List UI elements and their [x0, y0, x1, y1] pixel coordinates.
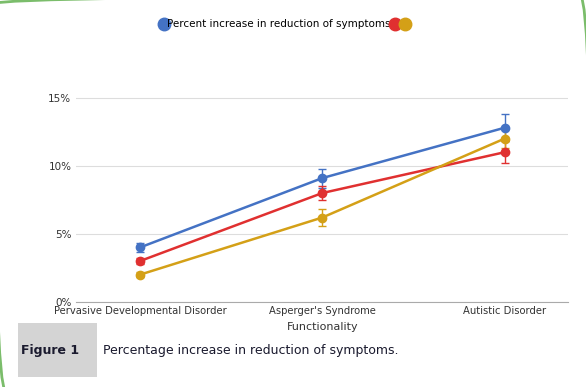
Text: Percentage increase in reduction of symptoms.: Percentage increase in reduction of symp… — [103, 344, 398, 357]
Text: Figure 1: Figure 1 — [21, 344, 79, 357]
X-axis label: Functionality: Functionality — [287, 322, 358, 332]
Legend: Percent increase in reduction of symptoms,  ,  : Percent increase in reduction of symptom… — [160, 15, 416, 34]
